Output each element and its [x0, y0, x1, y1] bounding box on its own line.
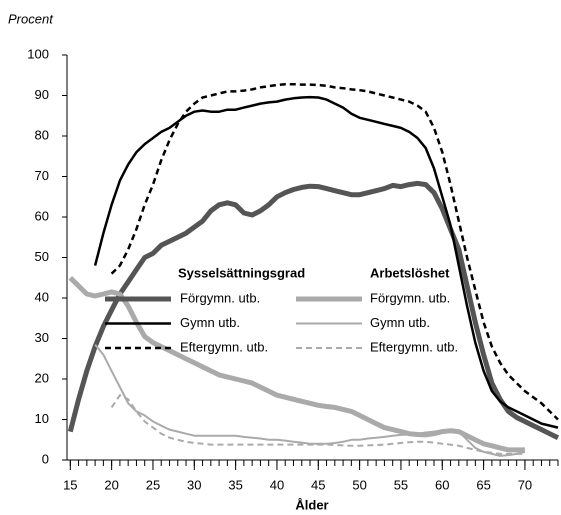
x-tick-label: 60: [435, 477, 449, 492]
x-tick-label: 65: [476, 477, 490, 492]
y-tick-label: 30: [35, 330, 49, 345]
x-axis-label: Ålder: [295, 497, 328, 512]
legend-label: Eftergymn. utb.: [180, 339, 268, 354]
legend-header: Sysselsättningsgrad: [178, 265, 305, 280]
legend-label: Förgymn. utb.: [370, 290, 450, 305]
y-tick-label: 80: [35, 127, 49, 142]
series-line: [67, 180, 560, 440]
y-tick-label: 40: [35, 289, 49, 304]
legend-label: Gymn utb.: [180, 315, 240, 330]
x-tick-label: 70: [518, 477, 532, 492]
series-line: [94, 343, 526, 457]
series-line: [110, 82, 559, 421]
x-tick-label: 35: [228, 477, 242, 492]
y-tick-label: 70: [35, 168, 49, 183]
legend-label: Gymn utb.: [370, 315, 430, 330]
series-line: [68, 276, 525, 453]
y-tick-label: 100: [27, 46, 49, 61]
legend-label: Förgymn. utb.: [180, 290, 260, 305]
series-line: [110, 394, 525, 455]
y-tick-label: 10: [35, 411, 49, 426]
series-line: [93, 95, 559, 429]
x-tick-label: 25: [146, 477, 160, 492]
x-tick-label: 30: [187, 477, 201, 492]
x-tick-label: 20: [104, 477, 118, 492]
legend-label: Eftergymn. utb.: [370, 339, 458, 354]
x-tick-label: 15: [63, 477, 77, 492]
y-tick-label: 50: [35, 249, 49, 264]
x-tick-label: 55: [394, 477, 408, 492]
y-tick-label: 60: [35, 208, 49, 223]
legend-header: Arbetslöshet: [370, 265, 450, 280]
y-axis-label: Procent: [8, 11, 54, 26]
x-tick-label: 45: [311, 477, 325, 492]
y-tick-label: 20: [35, 370, 49, 385]
y-tick-label: 90: [35, 87, 49, 102]
x-tick-label: 40: [270, 477, 284, 492]
y-tick-label: 0: [42, 451, 49, 466]
x-tick-label: 50: [352, 477, 366, 492]
